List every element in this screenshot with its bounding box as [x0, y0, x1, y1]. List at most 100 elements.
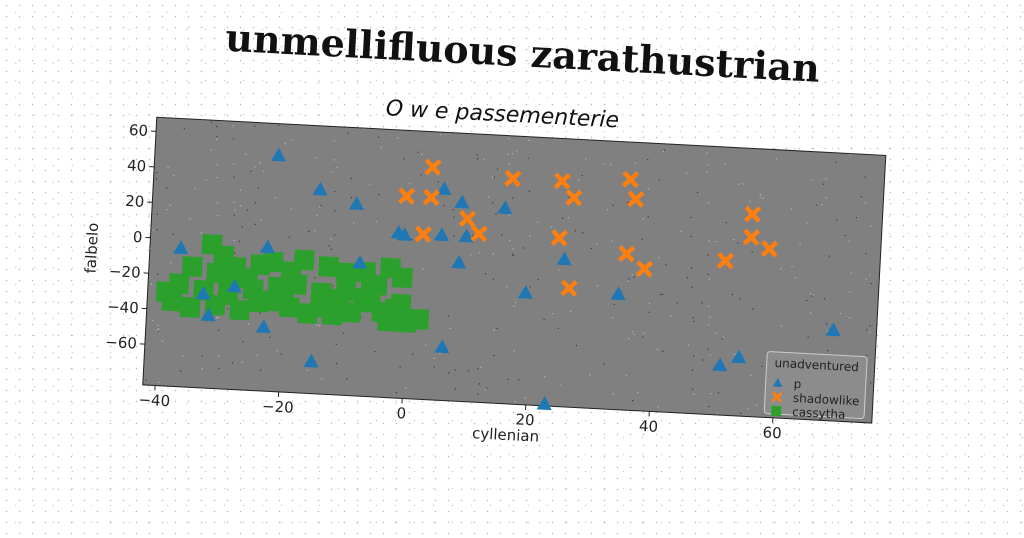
speckle-dot — [849, 292, 850, 293]
speckle-dot — [239, 241, 240, 242]
speckle-dot — [166, 209, 167, 210]
speckle-dot — [864, 177, 865, 178]
speckle-dot — [776, 158, 777, 159]
speckle-dot — [289, 237, 290, 238]
speckle-dot — [316, 324, 317, 325]
speckle-dot — [501, 234, 502, 235]
speckle-dot — [211, 121, 212, 122]
speckle-dot — [752, 251, 753, 252]
x-tick-label: 40 — [639, 417, 659, 436]
speckle-dot — [562, 218, 563, 219]
speckle-dot — [708, 305, 709, 306]
speckle-dot — [485, 389, 486, 390]
speckle-dot — [343, 333, 344, 334]
speckle-dot — [575, 230, 576, 231]
speckle-dot — [448, 372, 449, 373]
speckle-dot — [806, 300, 807, 301]
speckle-dot — [403, 158, 404, 159]
speckle-dot — [508, 153, 509, 154]
speckle-dot — [412, 353, 413, 354]
speckle-dot — [234, 240, 235, 241]
speckle-dot — [626, 375, 627, 376]
speckle-dot — [628, 281, 629, 282]
speckle-dot — [726, 222, 727, 223]
speckle-dot — [434, 366, 435, 367]
speckle-dot — [259, 312, 260, 313]
speckle-dot — [508, 379, 509, 380]
speckle-dot — [217, 136, 218, 137]
speckle-dot — [512, 254, 513, 255]
speckle-dot — [570, 311, 571, 312]
speckle-dot — [233, 176, 234, 177]
speckle-dot — [255, 202, 256, 203]
speckle-dot — [201, 232, 202, 233]
cassytha-point — [294, 250, 315, 271]
speckle-dot — [346, 378, 347, 379]
y-tick-label: −20 — [109, 262, 142, 282]
x-axis-label: cyllenian — [472, 424, 540, 445]
speckle-dot — [738, 184, 739, 185]
speckle-dot — [347, 132, 348, 133]
speckle-dot — [589, 374, 590, 375]
cassytha-point — [182, 256, 203, 277]
speckle-dot — [691, 268, 692, 269]
speckle-dot — [494, 355, 495, 356]
speckle-dot — [434, 357, 435, 358]
speckle-dot — [611, 240, 612, 241]
speckle-dot — [722, 338, 723, 339]
speckle-dot — [472, 235, 473, 236]
speckle-dot — [633, 276, 634, 277]
speckle-dot — [715, 241, 716, 242]
speckle-dot — [397, 137, 398, 138]
speckle-dot — [865, 278, 866, 279]
speckle-dot — [291, 140, 292, 141]
x-tick-label: −40 — [138, 391, 171, 411]
speckle-dot — [281, 353, 282, 354]
speckle-dot — [558, 328, 559, 329]
speckle-dot — [551, 226, 552, 227]
speckle-dot — [733, 239, 734, 240]
speckle-dot — [256, 355, 257, 356]
speckle-dot — [613, 393, 614, 394]
speckle-dot — [628, 338, 629, 339]
speckle-dot — [697, 192, 698, 193]
speckle-dot — [330, 239, 331, 240]
speckle-dot — [676, 302, 677, 303]
speckle-dot — [518, 379, 519, 380]
speckle-dot — [514, 350, 515, 351]
legend-marker-cassytha — [771, 406, 782, 417]
cassytha-point — [392, 267, 413, 288]
speckle-dot — [708, 202, 709, 203]
speckle-dot — [245, 153, 246, 154]
speckle-dot — [662, 294, 663, 295]
speckle-dot — [332, 285, 333, 286]
speckle-dot — [658, 257, 659, 258]
speckle-dot — [400, 366, 401, 367]
speckle-dot — [693, 321, 694, 322]
speckle-dot — [693, 355, 694, 356]
speckle-dot — [307, 370, 308, 371]
speckle-dot — [380, 147, 381, 148]
speckle-dot — [552, 313, 553, 314]
speckle-dot — [217, 177, 218, 178]
speckle-dot — [378, 137, 379, 138]
legend-label-p: p — [793, 377, 801, 391]
speckle-dot — [351, 178, 352, 179]
speckle-dot — [422, 268, 423, 269]
speckle-dot — [826, 323, 827, 324]
speckle-dot — [453, 217, 454, 218]
speckle-dot — [582, 175, 583, 176]
speckle-dot — [260, 219, 261, 220]
speckle-dot — [158, 331, 159, 332]
cassytha-point — [390, 294, 411, 315]
speckle-dot — [216, 139, 217, 140]
speckle-dot — [170, 262, 171, 263]
speckle-dot — [494, 177, 495, 178]
speckle-dot — [706, 153, 707, 154]
speckle-dot — [453, 236, 454, 237]
speckle-dot — [172, 234, 173, 235]
speckle-dot — [508, 138, 509, 139]
speckle-dot — [530, 286, 531, 287]
speckle-dot — [374, 351, 375, 352]
